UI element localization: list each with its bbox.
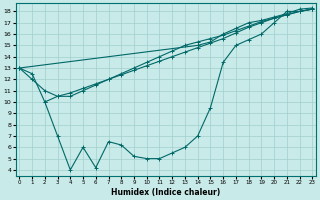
X-axis label: Humidex (Indice chaleur): Humidex (Indice chaleur) — [111, 188, 220, 197]
